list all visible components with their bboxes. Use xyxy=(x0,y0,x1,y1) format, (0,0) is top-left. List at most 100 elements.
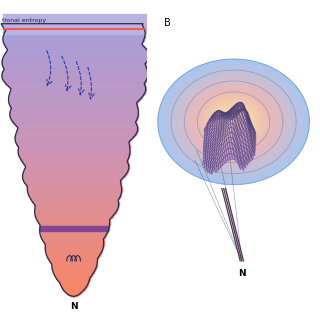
Polygon shape xyxy=(220,117,222,119)
Polygon shape xyxy=(53,272,93,273)
Polygon shape xyxy=(232,105,235,108)
Polygon shape xyxy=(237,158,239,164)
Polygon shape xyxy=(250,121,252,124)
Polygon shape xyxy=(45,247,103,249)
Polygon shape xyxy=(10,117,138,118)
Polygon shape xyxy=(220,114,221,116)
Polygon shape xyxy=(45,248,103,249)
Polygon shape xyxy=(11,119,137,120)
Polygon shape xyxy=(251,144,252,150)
Polygon shape xyxy=(244,140,246,144)
Polygon shape xyxy=(222,114,224,115)
Polygon shape xyxy=(250,124,252,127)
Polygon shape xyxy=(221,122,224,130)
Polygon shape xyxy=(212,127,214,135)
Polygon shape xyxy=(4,33,145,34)
Polygon shape xyxy=(213,131,216,138)
Polygon shape xyxy=(232,154,235,159)
Polygon shape xyxy=(243,107,244,109)
Polygon shape xyxy=(60,283,88,284)
Polygon shape xyxy=(223,116,226,118)
Polygon shape xyxy=(16,132,137,134)
Text: B: B xyxy=(164,18,171,28)
Polygon shape xyxy=(219,121,221,126)
Polygon shape xyxy=(211,131,214,138)
Polygon shape xyxy=(242,106,243,112)
Polygon shape xyxy=(232,123,234,129)
Polygon shape xyxy=(221,117,224,123)
Polygon shape xyxy=(238,149,240,154)
Polygon shape xyxy=(206,139,209,145)
Polygon shape xyxy=(208,119,211,126)
Polygon shape xyxy=(221,142,224,152)
Polygon shape xyxy=(252,137,253,142)
Polygon shape xyxy=(20,157,129,158)
Polygon shape xyxy=(244,107,245,112)
Polygon shape xyxy=(37,220,109,221)
Polygon shape xyxy=(35,214,114,215)
Polygon shape xyxy=(212,124,215,131)
Polygon shape xyxy=(208,141,211,148)
Polygon shape xyxy=(248,116,249,120)
Polygon shape xyxy=(11,106,137,107)
Polygon shape xyxy=(164,65,303,179)
Polygon shape xyxy=(248,115,249,119)
Polygon shape xyxy=(43,240,104,241)
Polygon shape xyxy=(211,116,213,122)
Polygon shape xyxy=(209,116,212,121)
Polygon shape xyxy=(243,108,244,115)
Polygon shape xyxy=(245,112,246,118)
Polygon shape xyxy=(207,157,209,163)
Polygon shape xyxy=(237,103,239,105)
Polygon shape xyxy=(233,105,236,108)
Polygon shape xyxy=(245,118,246,124)
Polygon shape xyxy=(243,134,244,140)
Polygon shape xyxy=(237,107,239,109)
Polygon shape xyxy=(238,146,240,151)
Polygon shape xyxy=(246,112,248,116)
Polygon shape xyxy=(239,143,240,148)
Polygon shape xyxy=(234,112,236,115)
Polygon shape xyxy=(221,116,224,118)
Polygon shape xyxy=(226,113,228,114)
Polygon shape xyxy=(50,260,97,261)
Polygon shape xyxy=(223,114,226,115)
Polygon shape xyxy=(2,74,148,75)
Polygon shape xyxy=(159,60,308,184)
Polygon shape xyxy=(242,138,244,143)
Polygon shape xyxy=(209,157,212,164)
Polygon shape xyxy=(211,115,214,120)
Polygon shape xyxy=(223,113,225,114)
Polygon shape xyxy=(241,102,243,104)
Polygon shape xyxy=(240,109,243,111)
Polygon shape xyxy=(45,245,103,246)
Polygon shape xyxy=(212,161,215,170)
Polygon shape xyxy=(206,148,208,152)
Polygon shape xyxy=(234,146,236,151)
Polygon shape xyxy=(239,105,242,107)
Polygon shape xyxy=(185,81,283,162)
Polygon shape xyxy=(204,131,207,139)
Polygon shape xyxy=(40,225,109,226)
Polygon shape xyxy=(7,84,145,85)
Polygon shape xyxy=(230,132,233,138)
Polygon shape xyxy=(40,226,108,231)
Polygon shape xyxy=(234,135,235,142)
Polygon shape xyxy=(235,114,237,116)
Polygon shape xyxy=(232,133,234,139)
Polygon shape xyxy=(219,118,221,124)
Polygon shape xyxy=(215,113,218,117)
Polygon shape xyxy=(4,69,147,70)
Polygon shape xyxy=(252,126,254,130)
Polygon shape xyxy=(243,106,245,109)
Polygon shape xyxy=(246,159,248,165)
Polygon shape xyxy=(204,143,206,149)
Polygon shape xyxy=(44,241,104,242)
Polygon shape xyxy=(4,35,145,36)
Polygon shape xyxy=(231,115,234,116)
Polygon shape xyxy=(5,46,144,47)
Polygon shape xyxy=(206,142,209,148)
Polygon shape xyxy=(249,137,251,142)
Polygon shape xyxy=(229,127,232,132)
Polygon shape xyxy=(212,156,216,165)
